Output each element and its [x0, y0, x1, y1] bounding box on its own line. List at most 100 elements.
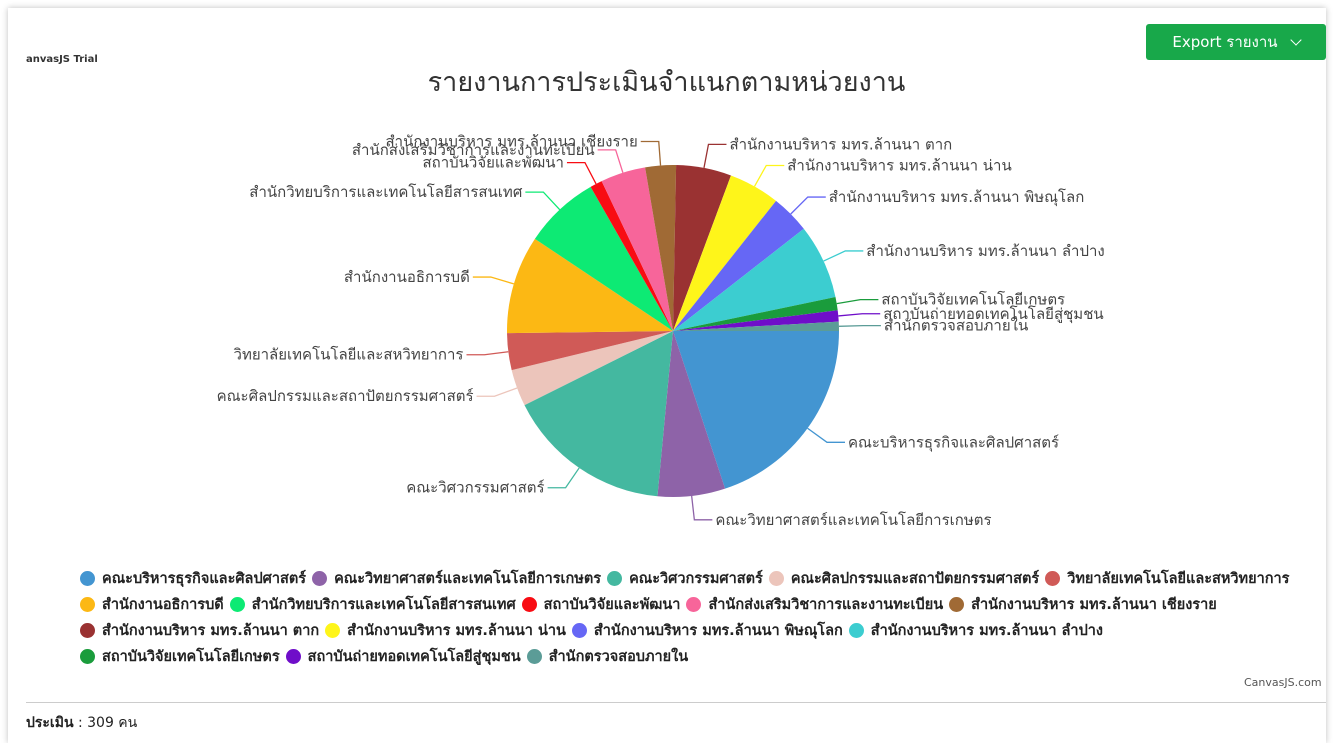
- legend-item-8[interactable]: สำนักส่งเสริมวิชาการและงานทะเบียน: [686, 592, 943, 616]
- slice-label-9: สำนักงานบริหาร มทร.ล้านนา เชียงราย: [386, 133, 638, 151]
- legend-marker-13: [848, 622, 864, 638]
- pie-slice-3[interactable]: [511, 331, 673, 406]
- legend-item-11[interactable]: สำนักงานบริหาร มทร.ล้านนา น่าน: [325, 618, 566, 642]
- legend-item-5[interactable]: สำนักงานอธิการบดี: [80, 592, 224, 616]
- chart-title: รายงานการประเมินจำแนกตามหน่วยงาน: [427, 67, 906, 98]
- pie-slice-1[interactable]: [657, 331, 726, 497]
- footer-label: ประเมิน: [26, 715, 74, 731]
- leader-line-0: [807, 427, 845, 443]
- leader-line-12: [790, 196, 826, 215]
- leader-line-9: [640, 140, 662, 166]
- divider: [26, 702, 1326, 703]
- pie-slice-5[interactable]: [506, 238, 673, 334]
- legend-item-12[interactable]: สำนักงานบริหาร มทร.ล้านนา พิษณุโลก: [571, 618, 843, 642]
- legend-item-2[interactable]: คณะวิศวกรรมศาสตร์: [607, 566, 763, 590]
- pie-slice-9[interactable]: [645, 164, 677, 331]
- slice-label-15: สถาบันถ่ายทอดเทคโนโลยีสู่ชุมชน: [883, 305, 1103, 324]
- legend-marker-14: [80, 648, 95, 664]
- legend-item-4[interactable]: วิทยาลัยเทคโนโลยีและสหวิทยาการ: [1045, 566, 1289, 590]
- slice-label-0: คณะบริหารธุรกิจและศิลปศาสตร์: [848, 433, 1059, 452]
- pie-slice-4[interactable]: [507, 331, 673, 371]
- slice-label-5: สำนักงานอธิการบดี: [344, 268, 470, 286]
- canvasjs-credit[interactable]: CanvasJS.com: [1244, 676, 1322, 689]
- legend-item-10[interactable]: สำนักงานบริหาร มทร.ล้านนา ตาก: [80, 618, 319, 642]
- legend-marker-15: [285, 648, 301, 664]
- leader-line-14: [836, 298, 879, 305]
- chart-legend: คณะบริหารธุรกิจและศิลปศาสตร์ คณะวิทยาศาสต…: [80, 566, 1290, 668]
- legend-label-1: คณะวิทยาศาสตร์และเทคโนโลยีการเกษตร: [334, 570, 602, 587]
- pie-slice-12[interactable]: [673, 200, 804, 331]
- pie-slice-11[interactable]: [673, 175, 777, 331]
- leader-line-15: [838, 313, 881, 317]
- legend-label-5: สำนักงานอธิการบดี: [102, 596, 224, 613]
- footer-value: : 309 คน: [73, 715, 138, 731]
- legend-label-3: คณะศิลปกรรมและสถาปัตยกรรมศาสตร์: [790, 570, 1040, 587]
- legend-item-9[interactable]: สำนักงานบริหาร มทร.ล้านนา เชียงราย: [949, 592, 1217, 616]
- leader-line-5: [472, 276, 515, 285]
- leader-line-16: [838, 324, 881, 327]
- legend-label-10: สำนักงานบริหาร มทร.ล้านนา ตาก: [102, 622, 320, 639]
- leader-line-1: [691, 495, 713, 521]
- leader-line-7: [566, 161, 597, 185]
- pie-slice-15[interactable]: [673, 310, 839, 331]
- legend-label-4: วิทยาลัยเทคโนโลยีและสหวิทยาการ: [1067, 570, 1290, 587]
- legend-label-15: สถาบันถ่ายทอดเทคโนโลยีสู่ชุมชน: [307, 648, 521, 665]
- legend-item-15[interactable]: สถาบันถ่ายทอดเทคโนโลยีสู่ชุมชน: [285, 644, 521, 668]
- pie-slice-13[interactable]: [673, 228, 836, 331]
- slice-label-6: สำนักวิทยบริการและเทคโนโลยีสารสนเทศ: [249, 183, 523, 201]
- pie-slice-0[interactable]: [673, 331, 839, 489]
- legend-label-13: สำนักงานบริหาร มทร.ล้านนา ลำปาง: [870, 622, 1104, 639]
- trial-watermark: anvasJS Trial: [26, 54, 98, 65]
- leader-line-13: [823, 250, 864, 262]
- legend-label-2: คณะวิศวกรรมศาสตร์: [629, 570, 763, 587]
- slice-label-7: สถาบันวิจัยและพัฒนา: [422, 154, 563, 172]
- pie-slice-14[interactable]: [673, 296, 838, 331]
- legend-marker-0: [80, 570, 95, 586]
- legend-item-0[interactable]: คณะบริหารธุรกิจและศิลปศาสตร์: [80, 566, 306, 590]
- pie-slice-6[interactable]: [534, 186, 673, 331]
- pie-slice-10[interactable]: [673, 165, 731, 331]
- legend-item-6[interactable]: สำนักวิทยบริการและเทคโนโลยีสารสนเทศ: [229, 592, 516, 616]
- pie-slice-8[interactable]: [601, 167, 673, 331]
- legend-marker-2: [607, 570, 623, 586]
- legend-marker-16: [526, 648, 542, 664]
- leader-line-11: [753, 164, 785, 187]
- slice-label-13: สำนักงานบริหาร มทร.ล้านนา ลำปาง: [866, 242, 1104, 260]
- pie-slice-2[interactable]: [524, 331, 673, 497]
- legend-marker-12: [571, 622, 587, 638]
- leader-line-10: [703, 143, 727, 169]
- slice-label-14: สถาบันวิจัยเทคโนโลยีเกษตร: [881, 291, 1065, 309]
- legend-label-7: สถาบันวิจัยและพัฒนา: [543, 596, 681, 613]
- footer-summary: ประเมิน : 309 คน: [26, 712, 137, 734]
- legend-marker-11: [325, 622, 341, 638]
- legend-item-1[interactable]: คณะวิทยาศาสตร์และเทคโนโลยีการเกษตร: [312, 566, 601, 590]
- legend-item-7[interactable]: สถาบันวิจัยและพัฒนา: [521, 592, 681, 616]
- pie-slice-16[interactable]: [673, 321, 839, 331]
- slice-label-3: คณะศิลปกรรมและสถาปัตยกรรมศาสตร์: [217, 387, 474, 405]
- slice-label-1: คณะวิทยาศาสตร์และเทคโนโลยีการเกษตร: [715, 511, 991, 529]
- legend-marker-10: [80, 622, 95, 638]
- legend-label-11: สำนักงานบริหาร มทร.ล้านนา น่าน: [347, 622, 566, 639]
- export-report-button[interactable]: Export รายงาน: [1146, 24, 1326, 60]
- slice-label-16: สำนักตรวจสอบภายใน: [884, 317, 1028, 335]
- slice-label-11: สำนักงานบริหาร มทร.ล้านนา น่าน: [787, 156, 1011, 174]
- legend-item-14[interactable]: สถาบันวิจัยเทคโนโลยีเกษตร: [80, 644, 280, 668]
- legend-item-13[interactable]: สำนักงานบริหาร มทร.ล้านนา ลำปาง: [848, 618, 1104, 642]
- legend-label-8: สำนักส่งเสริมวิชาการและงานทะเบียน: [708, 596, 944, 613]
- leader-line-3: [476, 387, 518, 397]
- leader-line-6: [525, 191, 561, 211]
- slice-label-10: สำนักงานบริหาร มทร.ล้านนา ตาก: [729, 135, 952, 153]
- legend-item-3[interactable]: คณะศิลปกรรมและสถาปัตยกรรมศาสตร์: [768, 566, 1040, 590]
- legend-marker-4: [1045, 570, 1061, 586]
- pie-slice-7[interactable]: [590, 181, 673, 331]
- legend-item-16[interactable]: สำนักตรวจสอบภายใน: [526, 644, 689, 668]
- legend-marker-8: [686, 596, 702, 612]
- legend-marker-6: [229, 596, 245, 612]
- legend-marker-7: [521, 596, 537, 612]
- legend-label-16: สำนักตรวจสอบภายใน: [548, 648, 689, 665]
- export-label: Export รายงาน: [1172, 33, 1278, 51]
- legend-label-9: สำนักงานบริหาร มทร.ล้านนา เชียงราย: [971, 596, 1217, 613]
- legend-marker-3: [768, 570, 784, 586]
- slice-label-2: คณะวิศวกรรมศาสตร์: [406, 479, 544, 497]
- legend-marker-1: [312, 570, 328, 586]
